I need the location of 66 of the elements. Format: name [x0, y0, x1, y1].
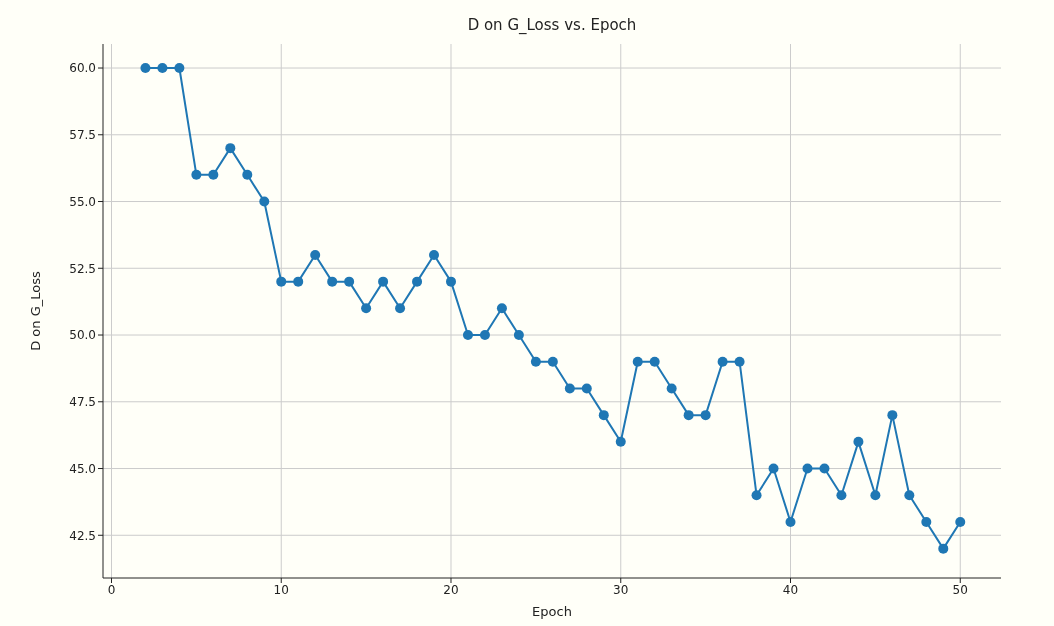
y-tick-label: 42.5 [69, 528, 96, 543]
y-tick-label: 45.0 [69, 461, 96, 476]
point [904, 490, 915, 501]
x-tick-label: 10 [273, 582, 289, 597]
point [327, 276, 338, 287]
point [479, 330, 490, 341]
point [785, 516, 796, 527]
point [581, 383, 592, 394]
chart-title: D on G_Loss vs. Epoch [466, 16, 638, 34]
point [700, 410, 711, 421]
point [395, 303, 406, 314]
y-tick-label: 50.0 [69, 328, 96, 343]
point [157, 63, 168, 74]
point [361, 303, 372, 314]
point [276, 276, 287, 287]
point [598, 410, 609, 421]
point [870, 490, 881, 501]
point [140, 63, 151, 74]
point [666, 383, 677, 394]
x-tick-label: 0 [107, 582, 116, 597]
point [547, 356, 558, 367]
point [208, 169, 219, 180]
point [836, 490, 847, 501]
point [564, 383, 575, 394]
point [615, 436, 626, 447]
point [802, 463, 813, 474]
point [225, 143, 236, 154]
point [446, 276, 456, 287]
point [887, 410, 898, 421]
point [344, 276, 355, 287]
y-tick-label: 60.0 [69, 61, 96, 76]
point [819, 463, 830, 474]
point [174, 63, 185, 74]
point [955, 516, 966, 527]
point [921, 516, 932, 527]
point [768, 463, 779, 474]
point [530, 356, 541, 367]
point [734, 356, 745, 367]
point [191, 169, 202, 180]
point [378, 276, 389, 287]
point [513, 330, 524, 341]
x-axis-title: Epoch [532, 604, 572, 619]
y-axis-title: D on G_Loss [27, 271, 43, 351]
x-tick-label: 40 [782, 582, 799, 597]
y-tick-label: 55.0 [69, 194, 96, 209]
y-tick-label: 57.5 [69, 128, 96, 143]
point [717, 356, 728, 367]
x-tick-label: 20 [443, 582, 459, 597]
point [429, 249, 440, 260]
x-tick-label: 30 [613, 582, 629, 597]
point [751, 490, 762, 501]
point [259, 196, 270, 207]
point [853, 436, 864, 447]
point [683, 410, 694, 421]
point [242, 169, 253, 180]
y-tick-label: 47.5 [69, 395, 96, 410]
point [649, 356, 660, 367]
point [310, 249, 321, 260]
point [293, 276, 304, 287]
point [938, 543, 949, 554]
point [632, 356, 643, 367]
point [462, 330, 473, 341]
y-tick-label: 52.5 [69, 261, 96, 276]
x-tick-label: 50 [952, 582, 968, 597]
point [496, 303, 507, 314]
point [412, 276, 423, 287]
